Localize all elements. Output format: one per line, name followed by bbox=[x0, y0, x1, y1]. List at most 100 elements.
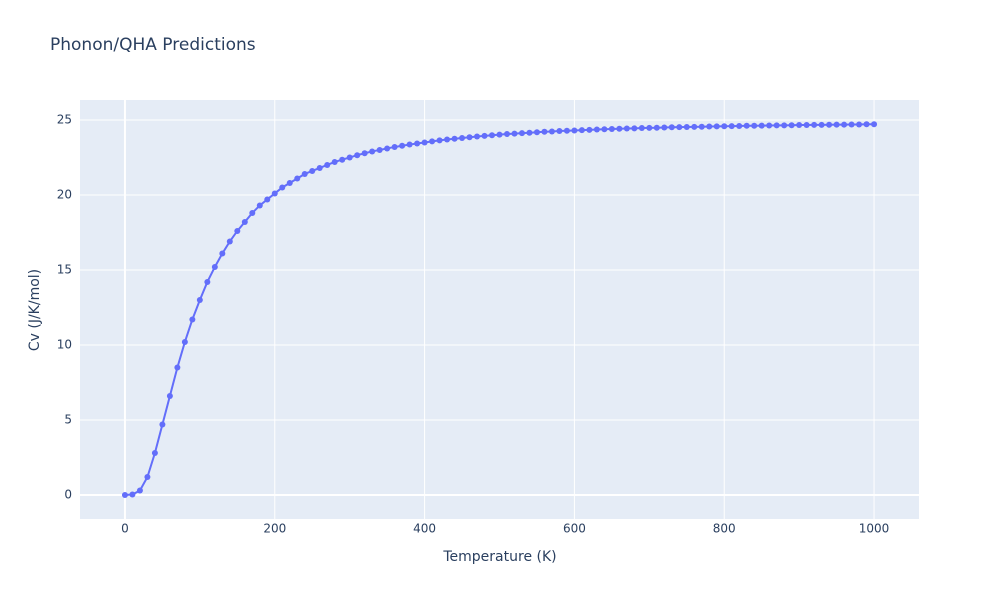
point bbox=[706, 123, 713, 130]
point bbox=[429, 138, 436, 145]
x-tick-label: 200 bbox=[263, 522, 286, 536]
point bbox=[676, 124, 683, 131]
point bbox=[399, 142, 406, 149]
point bbox=[803, 122, 810, 129]
point bbox=[728, 123, 735, 130]
point bbox=[181, 338, 188, 345]
point bbox=[316, 164, 323, 171]
point bbox=[346, 154, 353, 161]
point bbox=[646, 124, 653, 131]
point bbox=[796, 122, 803, 129]
point bbox=[459, 134, 466, 141]
point bbox=[481, 132, 488, 139]
point bbox=[144, 473, 151, 480]
point bbox=[211, 263, 218, 270]
point bbox=[406, 141, 413, 148]
point bbox=[474, 133, 481, 140]
point bbox=[721, 123, 728, 130]
point bbox=[736, 122, 743, 129]
point bbox=[533, 129, 540, 136]
point bbox=[421, 139, 428, 146]
point bbox=[713, 123, 720, 130]
point bbox=[226, 238, 233, 245]
point bbox=[548, 128, 555, 135]
point bbox=[219, 250, 226, 257]
point bbox=[653, 124, 660, 131]
point bbox=[159, 421, 166, 428]
point bbox=[593, 126, 600, 133]
point bbox=[339, 156, 346, 163]
point bbox=[369, 148, 376, 155]
point bbox=[766, 122, 773, 129]
point bbox=[586, 126, 593, 133]
point bbox=[608, 125, 615, 132]
point bbox=[249, 209, 256, 216]
point bbox=[668, 124, 675, 131]
x-axis-title: Temperature (K) bbox=[442, 549, 556, 565]
point bbox=[511, 130, 518, 137]
point bbox=[256, 202, 263, 209]
point bbox=[743, 122, 750, 129]
point bbox=[623, 125, 630, 132]
x-tick-label: 800 bbox=[713, 522, 736, 536]
y-tick-label: 15 bbox=[57, 262, 72, 276]
point bbox=[631, 125, 638, 132]
point bbox=[196, 296, 203, 303]
point bbox=[638, 125, 645, 132]
point bbox=[526, 129, 533, 136]
point bbox=[616, 125, 623, 132]
point bbox=[781, 122, 788, 129]
point bbox=[264, 196, 271, 203]
point bbox=[279, 184, 286, 191]
point bbox=[773, 122, 780, 129]
point bbox=[271, 190, 278, 197]
point bbox=[136, 487, 143, 494]
point bbox=[121, 491, 128, 498]
point bbox=[691, 123, 698, 130]
point bbox=[174, 364, 181, 371]
point bbox=[578, 127, 585, 134]
x-tick-label: 400 bbox=[413, 522, 436, 536]
y-tick-label: 20 bbox=[57, 187, 72, 201]
point bbox=[863, 121, 870, 128]
point bbox=[331, 158, 338, 165]
point bbox=[489, 132, 496, 139]
point bbox=[856, 121, 863, 128]
point bbox=[661, 124, 668, 131]
point bbox=[384, 145, 391, 152]
point bbox=[391, 143, 398, 150]
plot-area bbox=[80, 100, 919, 519]
point bbox=[361, 150, 368, 157]
point bbox=[698, 123, 705, 130]
point bbox=[503, 131, 510, 138]
point bbox=[751, 122, 758, 129]
point bbox=[556, 128, 563, 135]
point bbox=[841, 121, 848, 128]
point bbox=[818, 121, 825, 128]
point bbox=[466, 134, 473, 141]
point bbox=[571, 127, 578, 134]
point bbox=[151, 449, 158, 456]
point bbox=[871, 121, 878, 128]
point bbox=[833, 121, 840, 128]
y-tick-label: 25 bbox=[57, 112, 72, 126]
point bbox=[683, 124, 690, 131]
point bbox=[601, 126, 608, 133]
x-tick-label: 1000 bbox=[859, 522, 890, 536]
point bbox=[309, 167, 316, 174]
point bbox=[354, 152, 361, 159]
y-tick-label: 10 bbox=[57, 337, 72, 351]
point bbox=[204, 278, 211, 285]
point bbox=[496, 131, 503, 138]
point bbox=[324, 161, 331, 168]
point bbox=[518, 130, 525, 137]
point bbox=[758, 122, 765, 129]
point bbox=[811, 121, 818, 128]
point bbox=[826, 121, 833, 128]
point bbox=[414, 140, 421, 147]
point bbox=[301, 170, 308, 177]
point bbox=[286, 179, 293, 186]
point bbox=[166, 392, 173, 399]
point bbox=[189, 316, 196, 323]
